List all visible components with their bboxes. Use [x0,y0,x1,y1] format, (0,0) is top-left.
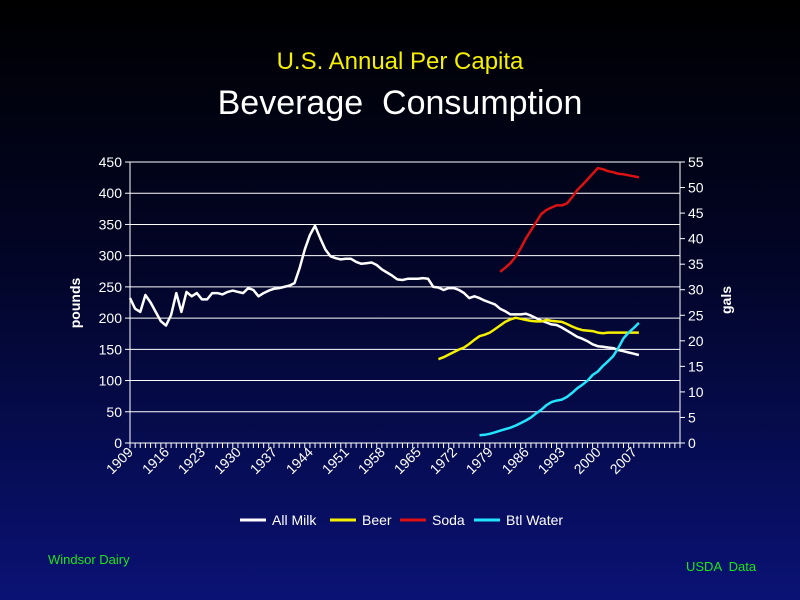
x-axis-tick-labels: 1909 1916 1923 1930 1937 1944 1951 1958 1965 1972… [103,444,640,477]
series-line-soda [499,166,640,273]
x-tick-label: 1986 [499,444,532,477]
legend-entry: Beer [362,512,392,528]
x-tick-label: 1937 [247,444,280,477]
y-tick-label-left: 250 [99,279,123,295]
x-tick-label: 1993 [535,444,568,477]
y-axis-label-left: pounds [67,278,83,329]
x-tick-label: 1944 [283,444,316,477]
y-tick-label-right: 50 [688,180,704,196]
y-tick-label-right: 45 [688,205,704,221]
x-tick-label: 1965 [391,444,424,477]
y-tick-label-right: 5 [688,409,696,425]
x-tick-label: 1916 [139,444,172,477]
y-tick-label-left: 0 [114,435,122,451]
legend-entry: Btl Water [506,512,563,528]
y-tick-label-right: 10 [688,384,704,400]
x-tick-label: 2007 [607,444,640,477]
y-tick-label-right: 55 [688,154,704,170]
series-lines [128,166,640,437]
right-axis-tick-labels: 0 5 10 15 20 25 30 35 40 45 50 55 [688,154,704,451]
x-tick-label: 1951 [319,444,352,477]
axes [125,161,685,448]
y-tick-label-right: 35 [688,256,704,272]
series-line-btl-water [479,322,640,437]
y-tick-label-right: 0 [688,435,696,451]
legend-entry: All Milk [272,512,317,528]
y-tick-label-left: 50 [106,404,122,420]
y-tick-label-left: 150 [99,341,123,357]
legend-entry: Soda [432,512,465,528]
x-tick-label: 1909 [103,444,136,477]
y-tick-label-left: 200 [99,310,123,326]
y-tick-label-right: 30 [688,282,704,298]
legend: All Milk Beer Soda Btl Water [240,512,563,528]
x-tick-label: 1972 [427,444,460,477]
x-tick-label: 2000 [571,444,604,477]
y-tick-label-left: 350 [99,216,123,232]
x-tick-label: 1958 [355,444,388,477]
y-tick-label-right: 40 [688,231,704,247]
y-axis-label-right: gals [718,286,734,314]
y-tick-label-left: 100 [99,373,123,389]
x-tick-label: 1930 [211,444,244,477]
gridlines [130,161,680,413]
y-tick-label-left: 300 [99,248,123,264]
y-tick-label-right: 20 [688,333,704,349]
series-line-beer [437,316,639,361]
y-tick-label-left: 450 [99,154,123,170]
series-line-all-milk [128,224,640,357]
y-tick-label-right: 15 [688,358,704,374]
x-tick-label: 1979 [463,444,496,477]
footer-left: Windsor Dairy [48,552,130,567]
y-tick-label-left: 400 [99,185,123,201]
x-tick-label: 1923 [175,444,208,477]
left-axis-tick-labels: 0 50 100 150 200 250 300 350 400 450 [99,154,123,451]
footer-right: USDA Data [686,559,757,574]
chart-title: U.S. Annual Per Capita [276,48,524,75]
chart-subtitle: Beverage Consumption [217,84,583,122]
y-tick-label-right: 25 [688,307,704,323]
